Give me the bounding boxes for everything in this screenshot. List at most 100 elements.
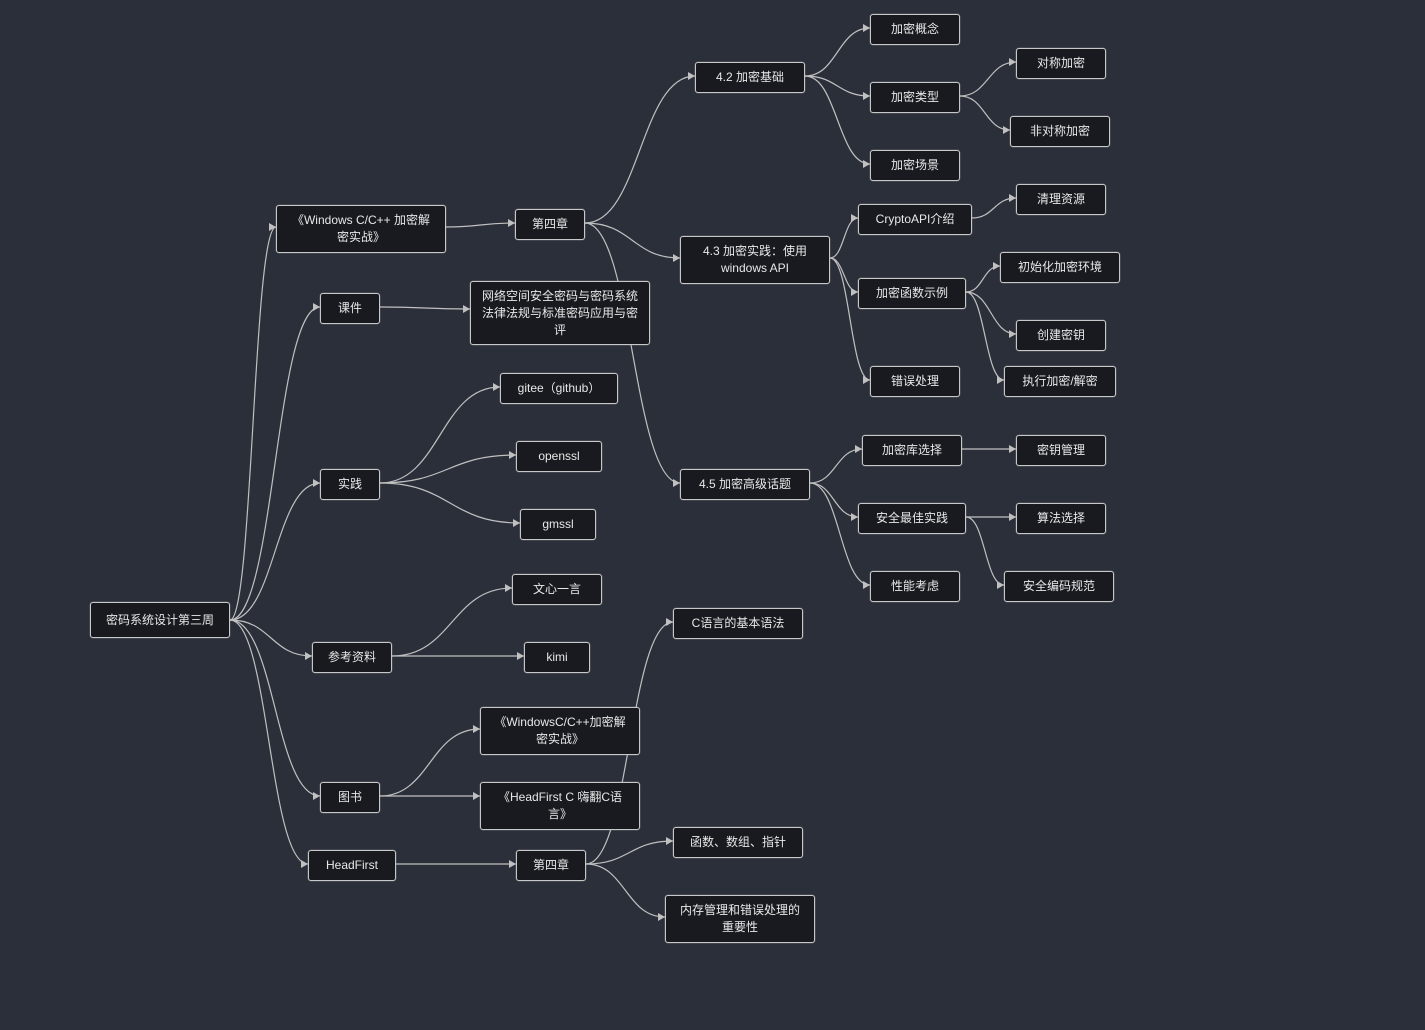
edge-arrow [863, 160, 870, 168]
node-n_hf[interactable]: HeadFirst [308, 850, 396, 881]
node-n_wxy[interactable]: 文心一言 [512, 574, 602, 605]
node-n_lx[interactable]: 加密类型 [870, 82, 960, 113]
edge-arrow [666, 618, 673, 626]
edge [230, 227, 276, 620]
node-n_gitee[interactable]: gitee（github） [500, 373, 618, 404]
node-n_err[interactable]: 错误处理 [870, 366, 960, 397]
node-n_winb[interactable]: 《WindowsC/C++加密解密实战》 [480, 707, 640, 755]
node-n_ts[interactable]: 图书 [320, 782, 380, 813]
node-n_clr[interactable]: 清理资源 [1016, 184, 1106, 215]
edge [830, 258, 870, 380]
edge-arrow [463, 305, 470, 313]
edge-arrow [666, 837, 673, 845]
edge-arrow [509, 860, 516, 868]
node-n_init[interactable]: 初始化加密环境 [1000, 252, 1120, 283]
node-n_gmssl[interactable]: gmssl [520, 509, 596, 540]
edge-arrow [1003, 126, 1010, 134]
node-n_45[interactable]: 4.5 加密高级话题 [680, 469, 810, 500]
edges-layer [0, 0, 1425, 1030]
edge-arrow [1009, 513, 1016, 521]
node-n_perf[interactable]: 性能考虑 [870, 571, 960, 602]
node-n_alg[interactable]: 算法选择 [1016, 503, 1106, 534]
node-n_ck[interactable]: 参考资料 [312, 642, 392, 673]
edge [966, 292, 1016, 334]
node-n_ch4a[interactable]: 第四章 [515, 209, 585, 240]
edge [586, 864, 665, 917]
edge [972, 198, 1016, 218]
node-n_win[interactable]: 《Windows C/C++ 加密解密实战》 [276, 205, 446, 253]
edge [586, 841, 673, 864]
edge-arrow [473, 725, 480, 733]
node-n_kj[interactable]: 课件 [320, 293, 380, 324]
edge-arrow [863, 581, 870, 589]
edge [230, 620, 320, 796]
edge-arrow [863, 92, 870, 100]
node-n_key[interactable]: 创建密钥 [1016, 320, 1106, 351]
edge-arrow [1009, 194, 1016, 202]
edge [230, 620, 312, 656]
node-n_cyb[interactable]: 网络空间安全密码与密码系统法律法规与标准密码应用与密评 [470, 281, 650, 345]
edge [380, 483, 520, 523]
edge-arrow [269, 223, 276, 231]
edge-arrow [301, 860, 308, 868]
edge-arrow [997, 376, 1004, 384]
edge-arrow [851, 288, 858, 296]
edge [585, 223, 680, 258]
edge [805, 28, 870, 76]
node-root[interactable]: 密码系统设计第三周 [90, 602, 230, 638]
node-n_gn[interactable]: 加密概念 [870, 14, 960, 45]
node-n_hfc[interactable]: 《HeadFirst C 嗨翻C语言》 [480, 782, 640, 830]
node-n_csyn[interactable]: C语言的基本语法 [673, 608, 803, 639]
edge [805, 76, 870, 164]
node-n_cj[interactable]: 加密场景 [870, 150, 960, 181]
edge [966, 266, 1000, 292]
edge-arrow [658, 913, 665, 921]
edge-arrow [313, 792, 320, 800]
node-n_kimi[interactable]: kimi [524, 642, 590, 673]
node-n_lib[interactable]: 加密库选择 [862, 435, 962, 466]
node-n_code[interactable]: 安全编码规范 [1004, 571, 1114, 602]
node-n_exec[interactable]: 执行加密/解密 [1004, 366, 1116, 397]
node-n_fn[interactable]: 函数、数组、指针 [673, 827, 803, 858]
edge-arrow [509, 451, 516, 459]
node-n_sj[interactable]: 实践 [320, 469, 380, 500]
edge [230, 620, 308, 864]
node-n_capi[interactable]: CryptoAPI介绍 [858, 204, 972, 235]
edge-arrow [997, 581, 1004, 589]
edge [446, 223, 515, 227]
edge [380, 455, 516, 483]
edge [810, 449, 862, 483]
edge [960, 96, 1010, 130]
node-n_asym[interactable]: 非对称加密 [1010, 116, 1110, 147]
edge [230, 483, 320, 620]
node-n_ch4b[interactable]: 第四章 [516, 850, 586, 881]
edge-arrow [313, 303, 320, 311]
node-n_best[interactable]: 安全最佳实践 [858, 503, 966, 534]
edge-arrow [1009, 330, 1016, 338]
edge [380, 307, 470, 309]
edge-arrow [505, 584, 512, 592]
node-n_km[interactable]: 密钥管理 [1016, 435, 1106, 466]
edge [830, 258, 858, 292]
edge-arrow [473, 792, 480, 800]
node-n_hsex[interactable]: 加密函数示例 [858, 278, 966, 309]
edge [380, 387, 500, 483]
edge [960, 62, 1016, 96]
node-n_43[interactable]: 4.3 加密实践：使用windows API [680, 236, 830, 284]
node-n_42[interactable]: 4.2 加密基础 [695, 62, 805, 93]
edge-arrow [673, 254, 680, 262]
edge [392, 588, 512, 656]
edge [585, 76, 695, 223]
edge-arrow [673, 479, 680, 487]
edge [380, 729, 480, 796]
edge-arrow [493, 383, 500, 391]
edge-arrow [855, 445, 862, 453]
edge-arrow [513, 519, 520, 527]
edge-arrow [508, 219, 515, 227]
edge-arrow [1009, 445, 1016, 453]
node-n_mem[interactable]: 内存管理和错误处理的重要性 [665, 895, 815, 943]
edge [230, 307, 320, 620]
node-n_ossl[interactable]: openssl [516, 441, 602, 472]
node-n_sym[interactable]: 对称加密 [1016, 48, 1106, 79]
edge-arrow [688, 72, 695, 80]
